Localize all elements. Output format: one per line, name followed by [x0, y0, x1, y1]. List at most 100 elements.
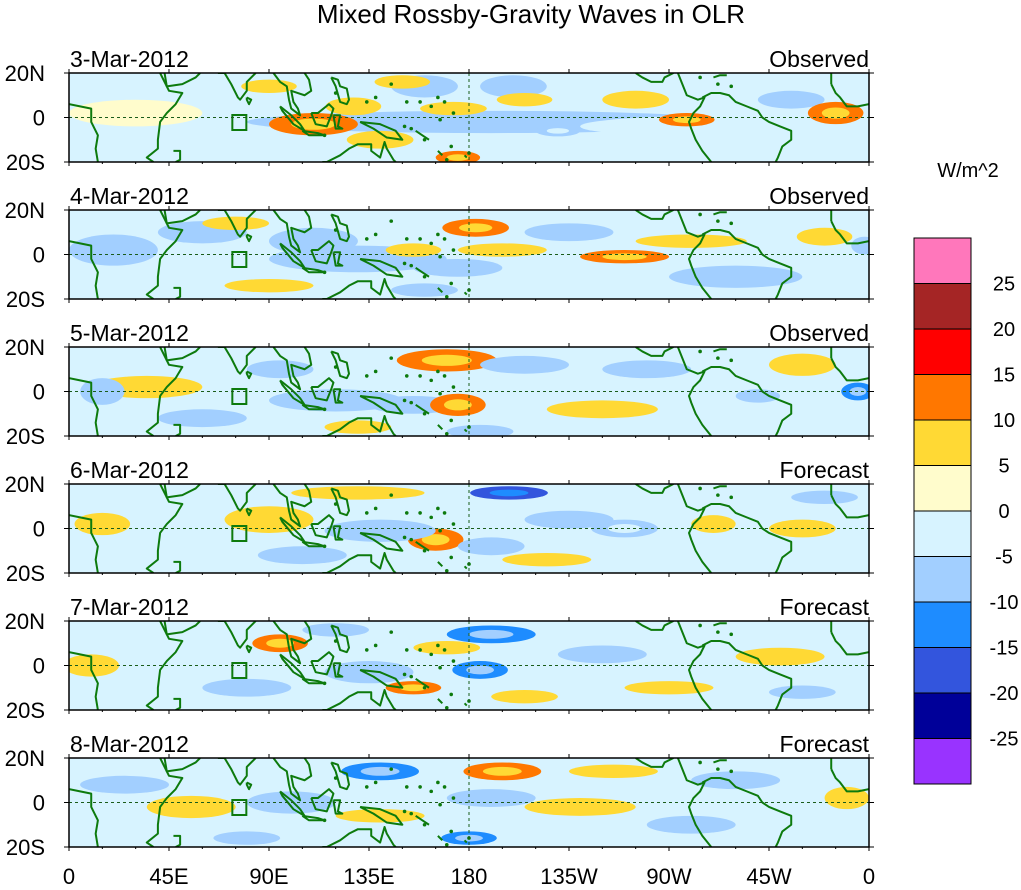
coastline [830, 83, 869, 108]
island [422, 137, 427, 142]
anomaly-core [360, 766, 400, 776]
anomaly-blob [791, 490, 858, 505]
island [442, 785, 447, 789]
anomaly-core [444, 399, 472, 411]
island [389, 219, 394, 223]
panel-label: Observed [769, 46, 869, 72]
island [716, 767, 720, 771]
coastline [217, 210, 257, 238]
panel-date: 8-Mar-2012 [70, 731, 189, 757]
coastline [359, 668, 404, 689]
island [436, 369, 440, 374]
island [422, 548, 427, 553]
y-tick-label: 20S [6, 287, 45, 312]
colorbar-label: 5 [998, 456, 1009, 478]
island [389, 82, 394, 86]
island [444, 294, 449, 299]
anomaly-blob [569, 764, 658, 779]
coastline [217, 758, 257, 786]
coastline [272, 484, 313, 528]
coastline [69, 103, 99, 162]
coastline [701, 503, 793, 573]
coastline [437, 561, 444, 568]
island [438, 528, 442, 533]
anomaly-blob [457, 537, 525, 556]
island [333, 776, 338, 780]
coastline [173, 834, 182, 847]
y-tick-label: 0 [33, 654, 45, 679]
y-tick-label: 20N [5, 609, 45, 634]
island [402, 398, 407, 403]
coastline [163, 73, 201, 88]
anomaly-blob [635, 234, 747, 248]
panel-label: Observed [769, 320, 869, 346]
anomaly-blob [602, 90, 670, 109]
island [716, 356, 720, 360]
anomaly-blob [769, 685, 836, 699]
coastline [163, 210, 201, 225]
anomaly-blob [524, 798, 636, 816]
panel-1: 20N 0 20S 3-Mar-2012 Observed [5, 46, 874, 175]
island [438, 802, 442, 807]
panel-date: 4-Mar-2012 [70, 183, 189, 209]
coastline [676, 758, 713, 847]
anomaly-blob [413, 641, 481, 655]
anomaly-blob [69, 99, 203, 127]
coastline [332, 114, 344, 130]
island [418, 648, 422, 652]
coastline [69, 788, 99, 847]
coastline [322, 551, 397, 573]
island [449, 692, 454, 697]
x-axis: 0 45E 90E 135E 180 135W 90W 45W 0 [63, 864, 875, 889]
island [444, 705, 449, 710]
island [404, 237, 409, 241]
island [716, 219, 720, 223]
panel-label: Forecast [780, 594, 870, 620]
coastline [322, 825, 397, 847]
island [364, 237, 369, 241]
coastline [437, 835, 444, 842]
island [409, 400, 414, 405]
colorbar-swatch [913, 465, 972, 512]
coastline [310, 788, 335, 813]
island [418, 785, 422, 789]
island [389, 493, 394, 497]
island [449, 418, 454, 423]
coastline [830, 768, 869, 793]
coastline [330, 76, 350, 106]
colorbar-label: 25 [993, 274, 1015, 296]
colorbar: W/m^2 25 20 15 10 5 0 -5 -10 -15 -20 -25 [913, 160, 1018, 785]
island [449, 555, 454, 560]
y-tick-label: 0 [33, 380, 45, 405]
island [409, 674, 414, 679]
island [418, 237, 422, 241]
island [451, 111, 456, 115]
coastline [701, 229, 793, 299]
coastline [330, 350, 350, 380]
coastline [359, 120, 404, 141]
island [449, 281, 454, 286]
coastline [310, 514, 335, 539]
island [364, 100, 369, 104]
anomaly-blob [335, 809, 425, 823]
anomaly-blob [325, 97, 382, 116]
y-tick-label: 20N [5, 472, 45, 497]
anomaly-blob [157, 409, 247, 428]
anomaly-blob [69, 234, 158, 266]
island [364, 374, 369, 378]
coastline [830, 631, 869, 656]
coastline [310, 103, 335, 128]
coastline [463, 565, 468, 570]
colorbar-swatch [913, 601, 972, 648]
island [451, 385, 456, 389]
island [729, 358, 734, 363]
island [429, 789, 434, 794]
coastline [463, 291, 468, 296]
island [438, 665, 442, 670]
colorbar-units: W/m^2 [937, 160, 999, 182]
anomaly-blob [669, 265, 803, 288]
anomaly-core [489, 489, 529, 497]
island [373, 95, 378, 100]
coastline [322, 414, 397, 436]
colorbar-swatch [913, 283, 972, 330]
